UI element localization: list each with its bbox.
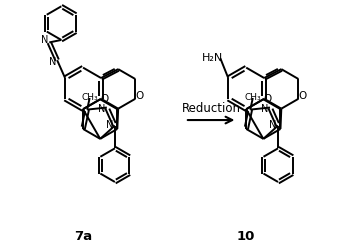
Text: H₂N: H₂N bbox=[202, 53, 223, 63]
Text: CH₃: CH₃ bbox=[245, 93, 261, 102]
Text: O: O bbox=[298, 91, 307, 101]
Text: O: O bbox=[100, 94, 108, 104]
Text: CH₃: CH₃ bbox=[81, 93, 98, 102]
Text: O: O bbox=[263, 94, 272, 104]
Text: 7a: 7a bbox=[74, 230, 92, 243]
Text: 10: 10 bbox=[237, 230, 255, 243]
Text: N: N bbox=[48, 57, 56, 67]
Text: N: N bbox=[269, 120, 277, 130]
Text: N: N bbox=[261, 103, 269, 114]
Text: N: N bbox=[98, 103, 105, 114]
Text: O: O bbox=[135, 91, 143, 101]
Text: N: N bbox=[106, 120, 114, 130]
Text: Reduction: Reduction bbox=[182, 102, 241, 115]
Text: N: N bbox=[41, 35, 48, 45]
